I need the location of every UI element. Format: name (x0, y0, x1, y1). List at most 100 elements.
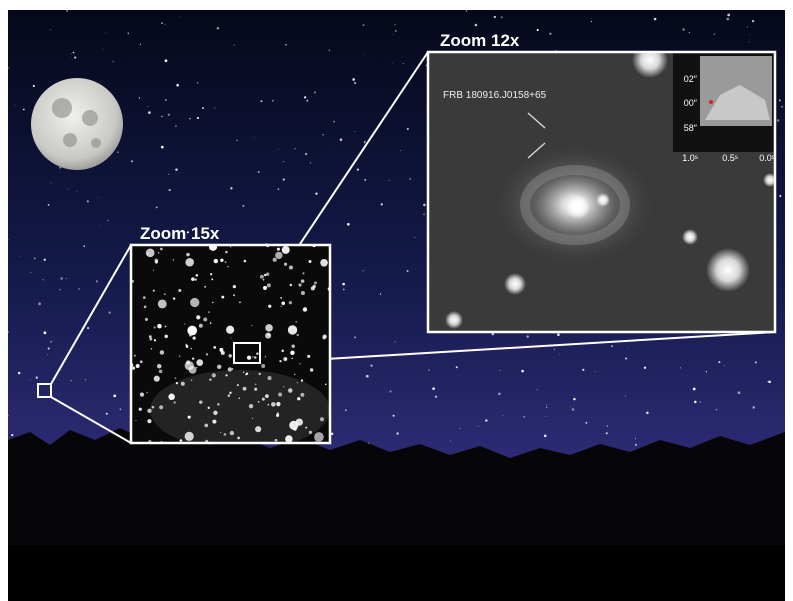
star (305, 153, 307, 155)
star (392, 63, 393, 64)
moon (31, 78, 123, 170)
star (311, 96, 312, 97)
star (526, 335, 528, 337)
star (85, 379, 86, 380)
star (259, 373, 261, 375)
star (263, 286, 267, 290)
star (48, 347, 50, 349)
star (158, 299, 167, 308)
star (196, 359, 203, 366)
star (393, 34, 394, 35)
star (236, 140, 237, 141)
star (187, 326, 197, 336)
star (325, 383, 327, 385)
star (35, 376, 38, 379)
star (714, 33, 715, 34)
star (8, 67, 9, 68)
star (159, 405, 163, 409)
star (233, 285, 236, 288)
star (66, 10, 68, 12)
star (212, 302, 213, 303)
scene: Zoom 15x FRB 180916.J0158+65 02″ 00″ 58″… (0, 0, 793, 601)
star (283, 386, 284, 387)
star (381, 203, 383, 205)
star (87, 327, 89, 329)
star (158, 252, 159, 253)
star (196, 274, 199, 277)
star (320, 259, 328, 267)
star (546, 407, 547, 408)
star (281, 302, 285, 306)
star (363, 24, 365, 26)
star (246, 373, 248, 375)
star (197, 117, 199, 119)
frb-position (709, 100, 713, 104)
star (33, 85, 35, 87)
star (157, 324, 162, 329)
star (407, 270, 409, 272)
star (161, 116, 163, 118)
star (755, 361, 757, 363)
star (278, 393, 282, 397)
star (288, 388, 293, 393)
star (38, 303, 41, 306)
star (432, 387, 435, 390)
star (724, 365, 725, 366)
star (242, 205, 244, 207)
star (175, 168, 178, 171)
star (153, 270, 154, 271)
star (103, 49, 104, 50)
star (423, 204, 426, 207)
star (546, 405, 547, 406)
star (213, 411, 217, 415)
star (204, 286, 206, 288)
star (752, 20, 754, 22)
star (204, 424, 208, 428)
star (258, 401, 260, 403)
star (44, 259, 46, 261)
star (716, 409, 717, 410)
star (132, 366, 135, 369)
star (260, 100, 262, 102)
star (18, 372, 21, 375)
star (147, 409, 151, 413)
star (154, 376, 160, 382)
star (78, 288, 79, 289)
star (342, 283, 345, 286)
star (281, 306, 282, 307)
star (521, 370, 524, 373)
star (149, 335, 152, 338)
star (43, 279, 44, 280)
star (294, 148, 295, 149)
star (159, 370, 162, 373)
star (84, 245, 85, 246)
star (165, 99, 166, 100)
star (475, 24, 478, 27)
star (51, 183, 52, 184)
star (131, 160, 133, 162)
star (212, 420, 216, 424)
star (280, 297, 282, 299)
star (331, 433, 333, 435)
star (230, 246, 231, 247)
star (237, 384, 239, 386)
star (407, 128, 409, 130)
star (777, 119, 779, 121)
star (307, 355, 310, 358)
star (164, 293, 166, 295)
star (694, 401, 697, 404)
star (466, 10, 467, 11)
star (329, 148, 330, 149)
star (266, 273, 269, 276)
star (48, 204, 50, 206)
star (74, 56, 76, 58)
star (165, 326, 167, 328)
star (275, 439, 278, 442)
star (140, 360, 143, 363)
star (209, 378, 211, 380)
star (297, 397, 300, 400)
star (34, 257, 36, 259)
star (310, 162, 311, 163)
star (256, 352, 259, 355)
star (140, 392, 144, 396)
